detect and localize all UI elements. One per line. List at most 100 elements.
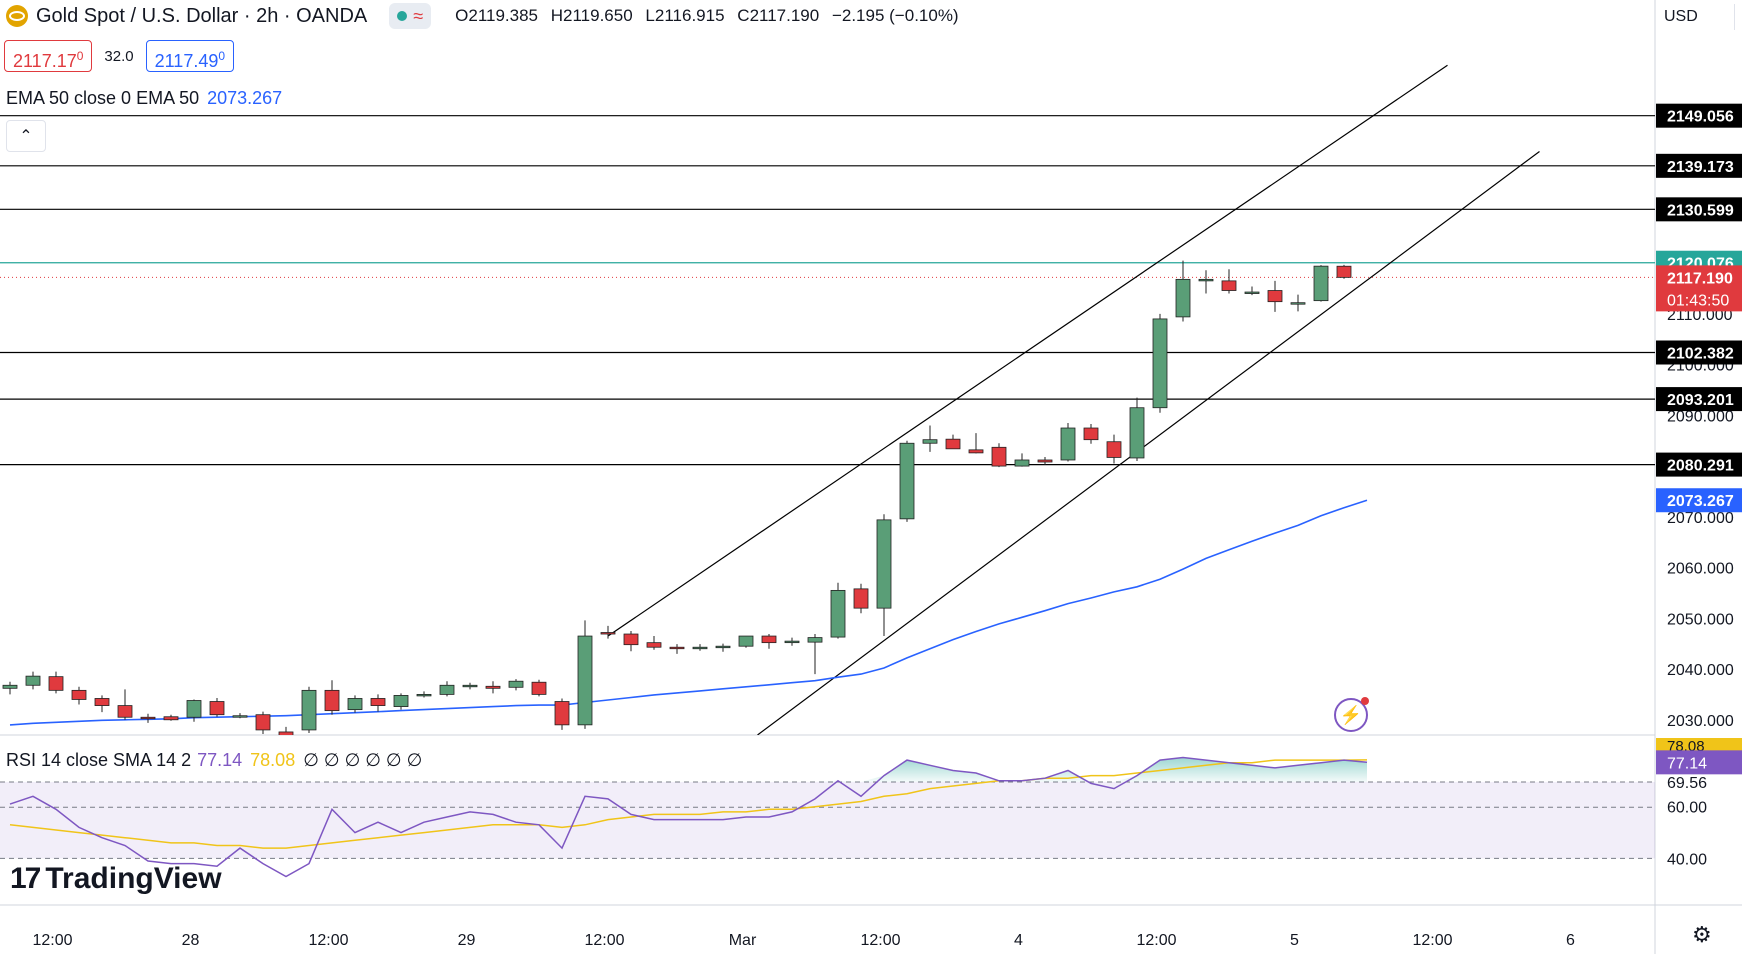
candle-down-body	[209, 701, 225, 716]
tradingview-logo: 17 TradingView	[10, 862, 222, 895]
candle-down-body	[255, 714, 271, 731]
candle	[1313, 265, 1329, 302]
candle-up-body	[1290, 302, 1306, 305]
ema-legend[interactable]: EMA 50 close 0 EMA 50 2073.267	[6, 88, 282, 109]
open-value: 2119.385	[468, 6, 539, 25]
candle-up-body	[1152, 318, 1168, 409]
candle	[1106, 434, 1122, 464]
channel-upper-line	[607, 64, 1448, 637]
candle-up-body	[1014, 459, 1030, 467]
candle	[784, 637, 800, 646]
candle	[140, 713, 156, 723]
candle-up-body	[2, 684, 18, 689]
candle	[94, 695, 110, 713]
candle	[669, 644, 685, 654]
market-open-icon	[397, 11, 408, 21]
candle-up-body	[922, 439, 938, 444]
time-tick-label: 12:00	[860, 932, 900, 949]
candle-down-body	[623, 633, 639, 646]
candle	[1014, 453, 1030, 467]
candle-down-body	[1037, 459, 1053, 463]
candle	[1244, 286, 1260, 296]
candle	[623, 630, 639, 652]
time-tick-label: 29	[458, 932, 476, 949]
market-status-pill[interactable]: ≈	[389, 3, 432, 29]
time-tick-label: 12:00	[1136, 932, 1176, 949]
lightning-icon[interactable]: ⚡	[1334, 697, 1369, 732]
candle	[853, 583, 869, 614]
rsi-legend-value: 77.14	[197, 750, 243, 770]
price-tick-label: 2030.000	[1667, 713, 1734, 730]
rsi-line	[9, 756, 1368, 878]
ohlc-readout: O2119.385 H2119.650 L2116.915 C2117.190 …	[455, 6, 959, 25]
candle	[991, 443, 1007, 468]
candle-up-body	[186, 700, 202, 718]
candle	[2, 681, 18, 695]
candle	[1336, 264, 1352, 279]
candle-down-body	[163, 716, 179, 721]
level-price-label: 2080.291	[1667, 458, 1734, 475]
settings-gear-icon[interactable]: ⚙	[1692, 922, 1712, 947]
candle	[324, 680, 340, 715]
price-tick-label: 2040.000	[1667, 662, 1734, 679]
candle-up-body	[1244, 291, 1260, 294]
ema-price-label: 2073.267	[1667, 493, 1734, 510]
sell-button[interactable]: 2117.170	[4, 40, 93, 72]
channel-lower-line	[757, 151, 1540, 735]
candle	[692, 644, 708, 651]
rsi-value-axis-label: 77.14	[1667, 755, 1707, 772]
countdown-label: 01:43:50	[1667, 292, 1729, 309]
candle	[968, 433, 984, 454]
candle	[462, 682, 478, 690]
candle-up-body	[508, 680, 524, 688]
buy-button[interactable]: 2117.490	[145, 40, 235, 72]
candle	[876, 514, 892, 637]
candle-down-body	[646, 642, 662, 648]
candle-down-body	[945, 438, 961, 450]
candle-down-body	[669, 646, 685, 650]
level-price-label: 2130.599	[1667, 202, 1734, 219]
level-price-label: 2139.173	[1667, 159, 1734, 176]
candle-up-body	[784, 640, 800, 644]
candle-up-body	[715, 645, 731, 649]
price-tick-label: 2050.000	[1667, 611, 1734, 628]
candle	[1175, 260, 1191, 322]
currency-selector[interactable]: USD	[1662, 4, 1735, 30]
low-value: 2116.915	[654, 6, 725, 25]
candle-up-body	[1060, 427, 1076, 461]
time-tick-label: 5	[1290, 932, 1299, 949]
candle	[738, 635, 754, 648]
candle	[416, 691, 432, 698]
candle	[117, 689, 133, 720]
candle-up-body	[1198, 278, 1214, 282]
rsi-extra-values: ∅ ∅ ∅ ∅ ∅ ∅	[303, 750, 423, 770]
last-price-label: 2117.190	[1667, 270, 1733, 287]
tradingview-mark-icon: 17	[10, 862, 41, 895]
candle-down-body	[1083, 427, 1099, 441]
ema-legend-value: 2073.267	[207, 88, 283, 108]
level-price-label: 2093.201	[1667, 392, 1734, 409]
rsi-legend[interactable]: RSI 14 close SMA 14 2 77.14 78.08 ∅ ∅ ∅ ∅ ∅…	[6, 750, 422, 771]
candle-up-body	[876, 519, 892, 609]
candle	[554, 698, 570, 730]
candle-down-body	[554, 701, 570, 726]
rsi-tick-label: 60.00	[1667, 800, 1707, 817]
time-tick-label: 12:00	[308, 932, 348, 949]
candle-up-body	[439, 684, 455, 695]
level-price-label: 2102.382	[1667, 346, 1734, 363]
rsi-sma-label-bg	[1656, 738, 1742, 754]
price-tick-label: 2090.000	[1667, 408, 1734, 425]
candle	[1290, 294, 1306, 312]
candle	[393, 693, 409, 710]
rsi-value-label-bg	[1656, 750, 1742, 775]
close-value: 2117.190	[749, 6, 820, 25]
candle	[232, 713, 248, 719]
candle-up-body	[416, 694, 432, 697]
candle	[301, 686, 317, 733]
trade-buttons: 2117.170 32.0 2117.490	[4, 40, 235, 72]
candle-down-body	[71, 689, 87, 700]
rsi-tick-label: 40.00	[1667, 851, 1707, 868]
collapse-legend-button[interactable]: ⌃	[6, 120, 46, 152]
symbol-title[interactable]: Gold Spot / U.S. Dollar · 2h · OANDA	[36, 4, 368, 27]
